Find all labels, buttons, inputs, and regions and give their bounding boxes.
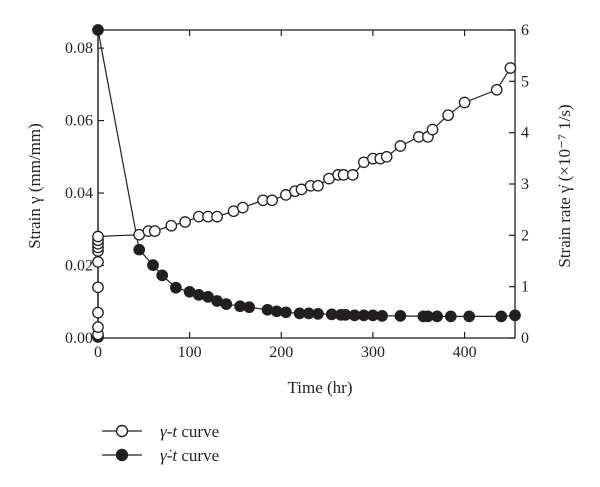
x-axis-ticks: 0 100 200 300 400 [94,30,477,361]
y-right-axis-title: Strain rate γ̇ (×10⁻⁷ 1/s) [555,104,574,267]
data-point-strain [504,62,517,74]
data-point-strain-rate [156,269,169,282]
y-left-tick-label: 0.04 [65,185,93,202]
legend-strain-tail: curve [177,422,219,441]
data-point-strain-rate [170,281,182,294]
y-right-tick-label: 0 [521,330,529,347]
svg-text:γ̇-t curve: γ̇-t curve [160,446,219,465]
data-point-strain [236,201,249,214]
data-point-strain [442,109,454,122]
y-right-tick-label: 5 [521,73,529,90]
data-point-strain [211,210,223,223]
y-left-axis-title: Strain γ (mm/mm) [25,123,44,249]
data-point-strain-rate [220,298,233,310]
legend-strain-var: γ [160,422,168,441]
legend-marker-open-circle [115,424,129,438]
legend-rate-t: t [172,446,178,465]
data-point-strain [490,83,503,96]
legend-strain-sep: - [167,422,173,441]
data-point-strain-rate [243,301,256,314]
legend-item-strain-rate: γ̇-t curve [102,446,219,465]
y-left-tick-label: 0.00 [65,330,93,347]
y-right-tick-label: 6 [521,22,529,39]
x-tick-label: 200 [269,344,293,361]
data-point-strain-rate [92,24,104,36]
y-right-tick-label: 2 [521,227,529,244]
series-line [97,67,511,335]
legend-rate-sep: - [167,446,173,465]
data-point-strain [92,230,104,243]
data-point-strain-rate [312,308,324,320]
series-strain [92,62,517,341]
data-point-strain [92,256,104,268]
y-right-tick-label: 3 [521,176,529,193]
legend-rate-tail: curve [177,446,219,465]
y-left-tick-label: 0.08 [65,40,93,57]
data-point-strain-rate [280,306,292,319]
data-point-strain [92,321,104,333]
data-point-strain [165,219,178,232]
y-right-tick-label: 4 [521,125,529,142]
legend-item-strain: γ-t curve [102,422,219,441]
data-point-strain-rate [133,243,146,256]
legend-marker-filled-circle [115,448,129,462]
data-point-strain [394,140,407,152]
legend-rate-var: γ̇ [160,446,172,465]
x-tick-label: 300 [361,344,385,361]
data-point-strain [458,96,471,109]
x-tick-label: 0 [94,344,102,361]
data-point-strain [380,150,393,163]
data-point-strain-rate [444,310,457,323]
data-point-strain-rate [147,259,159,271]
data-point-strain [179,216,191,228]
data-point-strain [92,281,104,294]
data-point-strain-rate [394,310,407,322]
svg-text:γ-t curve: γ-t curve [160,422,219,441]
data-point-strain [426,123,439,136]
y-right-tick-label: 1 [521,279,529,296]
data-point-strain-rate [495,310,508,323]
data-point-strain-rate [509,309,521,322]
y-left-tick-label: 0.02 [65,258,93,275]
data-point-strain [148,225,161,237]
data-point-strain [92,306,104,319]
legend: γ-t curve γ̇-t curve [102,422,219,465]
data-point-strain-rate [431,310,443,323]
x-axis-title: Time (hr) [287,378,352,397]
x-tick-label: 400 [453,344,477,361]
data-point-strain-rate [376,310,388,322]
data-point-strain [312,179,324,192]
legend-strain-t: t [172,422,178,441]
data-point-strain [266,194,278,207]
y-left-tick-label: 0.06 [65,113,93,130]
y-left-axis-ticks: 0.00 0.02 0.04 0.06 0.08 [65,40,104,347]
data-point-strain [346,169,359,181]
x-tick-label: 100 [178,344,202,361]
y-right-axis-ticks: 0 1 2 3 4 5 6 [509,22,529,347]
data-point-strain-rate [463,310,476,323]
series-strain-rate [92,24,521,343]
